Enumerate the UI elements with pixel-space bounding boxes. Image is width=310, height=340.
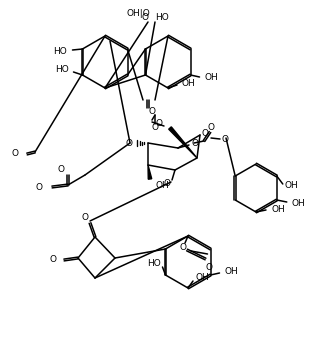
Text: O: O bbox=[192, 139, 199, 149]
Text: O: O bbox=[152, 123, 158, 133]
Text: HO: HO bbox=[53, 47, 66, 55]
Text: O: O bbox=[163, 180, 170, 188]
Text: HO: HO bbox=[147, 258, 161, 268]
Text: O: O bbox=[155, 119, 162, 129]
Text: OH: OH bbox=[285, 182, 299, 190]
Text: HO: HO bbox=[55, 66, 69, 74]
Text: O: O bbox=[58, 165, 65, 173]
Text: O: O bbox=[82, 212, 89, 221]
Text: O: O bbox=[36, 183, 43, 191]
Text: O: O bbox=[148, 107, 156, 117]
Text: O: O bbox=[141, 14, 148, 22]
Text: O: O bbox=[222, 136, 229, 144]
Text: OH: OH bbox=[196, 273, 210, 283]
Text: OH: OH bbox=[292, 199, 306, 207]
Text: O: O bbox=[207, 123, 215, 133]
Text: OH: OH bbox=[205, 73, 218, 83]
Text: O: O bbox=[12, 150, 19, 158]
Text: O: O bbox=[126, 138, 133, 148]
Text: O: O bbox=[202, 129, 209, 137]
Text: OH|O: OH|O bbox=[126, 10, 150, 18]
Text: OH: OH bbox=[271, 204, 285, 214]
Text: O: O bbox=[179, 243, 187, 253]
Text: HO: HO bbox=[155, 14, 169, 22]
Text: OH: OH bbox=[182, 79, 196, 87]
Polygon shape bbox=[169, 127, 197, 158]
Text: O: O bbox=[49, 255, 56, 265]
Polygon shape bbox=[148, 165, 152, 179]
Text: OH: OH bbox=[156, 181, 170, 189]
Text: O: O bbox=[205, 262, 212, 272]
Text: OH: OH bbox=[224, 268, 238, 276]
